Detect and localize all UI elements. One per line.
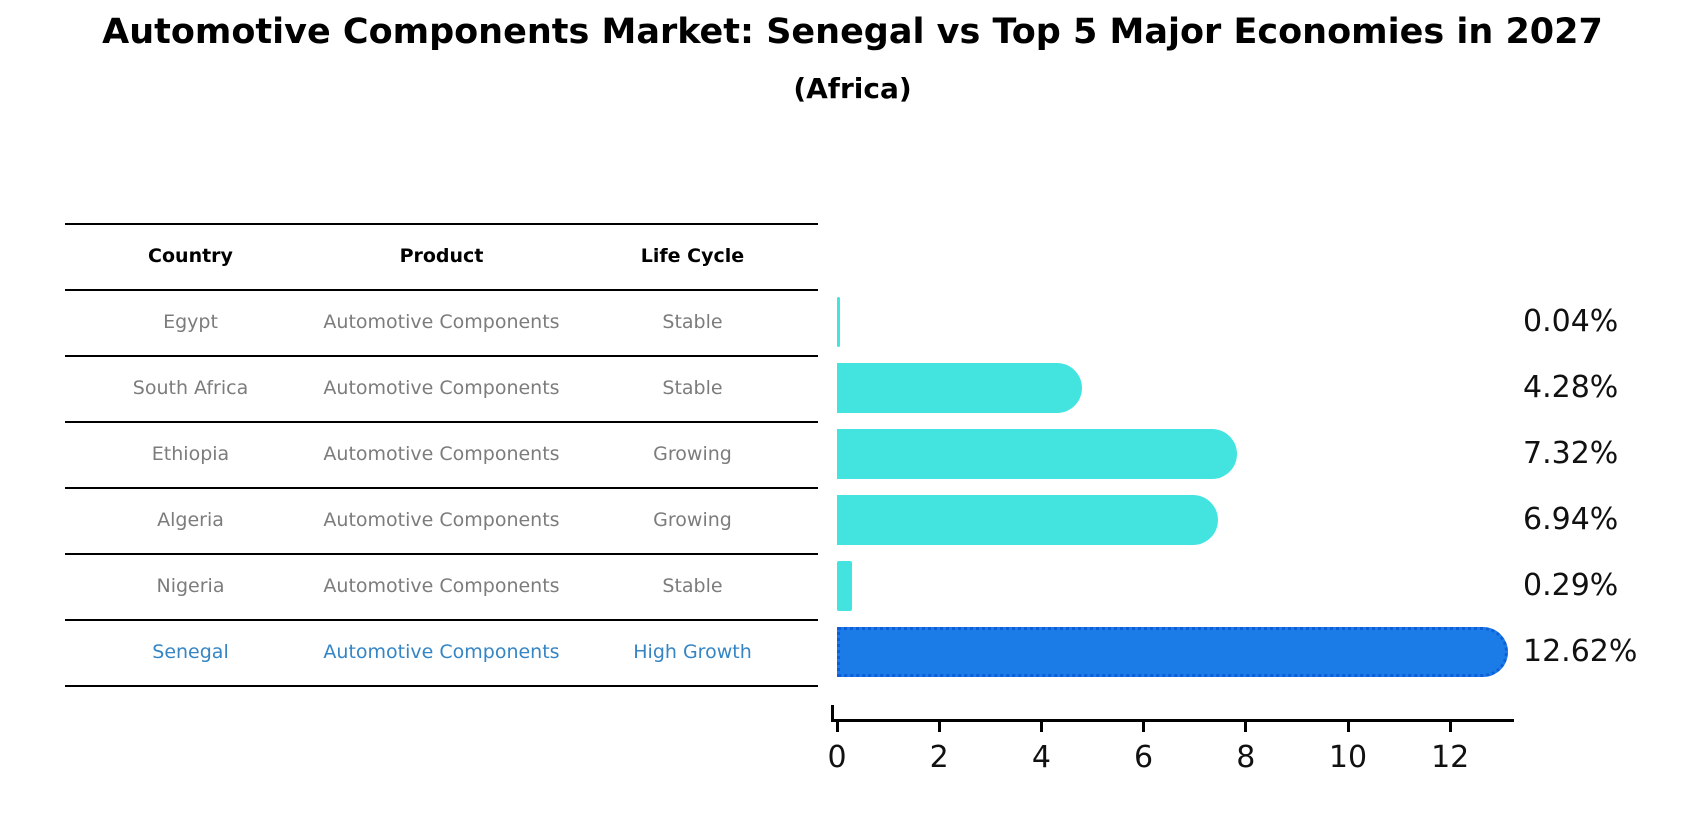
- x-axis-tick-label: 10: [1328, 740, 1368, 775]
- table-cell-product: Automotive Components: [323, 443, 560, 465]
- table-divider: [65, 223, 818, 225]
- table-cell-country: Egypt: [163, 311, 218, 333]
- chart-subtitle: (Africa): [793, 72, 912, 105]
- x-axis-tick-label: 4: [1031, 740, 1051, 775]
- x-axis-tick: [1039, 719, 1043, 732]
- table-cell-life_cycle: Growing: [653, 509, 732, 531]
- table-cell-country: Ethiopia: [151, 443, 230, 465]
- x-axis-tick-label: 0: [827, 740, 847, 775]
- table-cell-product: Automotive Components: [323, 641, 560, 663]
- column-header-product: Product: [399, 245, 484, 267]
- table-divider: [65, 421, 818, 423]
- x-axis-tick-label: 6: [1134, 740, 1154, 775]
- x-axis-tick: [835, 719, 839, 732]
- bar-value-label: 0.29%: [1523, 568, 1619, 603]
- table-divider: [65, 553, 818, 555]
- x-axis-tick: [1244, 719, 1248, 732]
- table-divider: [65, 487, 818, 489]
- table-cell-country: Algeria: [157, 509, 224, 531]
- x-axis-tick: [1448, 719, 1452, 732]
- bar-egypt: [837, 297, 840, 347]
- table-cell-product: Automotive Components: [323, 509, 560, 531]
- x-axis-tick-label: 12: [1431, 740, 1470, 775]
- table-divider: [65, 685, 818, 687]
- bar-value-label: 4.28%: [1523, 370, 1619, 405]
- x-axis-tick: [937, 719, 941, 732]
- bar-value-label: 12.62%: [1523, 634, 1638, 669]
- bar-nigeria: [837, 561, 852, 611]
- bar-ethiopia: [837, 429, 1238, 479]
- x-axis-line: [831, 719, 1514, 722]
- table-divider: [65, 289, 818, 291]
- table-cell-life_cycle: Stable: [662, 575, 723, 597]
- bar-value-label: 0.04%: [1523, 304, 1619, 339]
- chart-title: Automotive Components Market: Senegal vs…: [102, 12, 1603, 52]
- table-cell-product: Automotive Components: [323, 311, 560, 333]
- bar-value-label: 6.94%: [1523, 502, 1619, 537]
- table-cell-country: South Africa: [132, 377, 249, 399]
- bar-senegal: [837, 627, 1508, 677]
- column-header-country: Country: [148, 245, 233, 267]
- table-cell-life_cycle: High Growth: [633, 641, 752, 663]
- x-axis-tick-label: 8: [1236, 740, 1256, 775]
- bar-algeria: [837, 495, 1218, 545]
- bar-value-label: 7.32%: [1523, 436, 1619, 471]
- x-axis-left-stub: [831, 705, 834, 719]
- x-axis-tick: [1346, 719, 1350, 732]
- table-cell-life_cycle: Stable: [662, 311, 723, 333]
- x-axis-tick: [1142, 719, 1146, 732]
- table-divider: [65, 619, 818, 621]
- x-axis-tick-label: 2: [929, 740, 949, 775]
- bar-south-africa: [837, 363, 1082, 413]
- table-cell-country: Senegal: [152, 641, 229, 663]
- table-cell-product: Automotive Components: [323, 575, 560, 597]
- column-header-life-cycle: Life Cycle: [640, 245, 745, 267]
- table-cell-life_cycle: Stable: [662, 377, 723, 399]
- table-cell-country: Nigeria: [156, 575, 225, 597]
- table-cell-life_cycle: Growing: [653, 443, 732, 465]
- table-divider: [65, 355, 818, 357]
- table-cell-product: Automotive Components: [323, 377, 560, 399]
